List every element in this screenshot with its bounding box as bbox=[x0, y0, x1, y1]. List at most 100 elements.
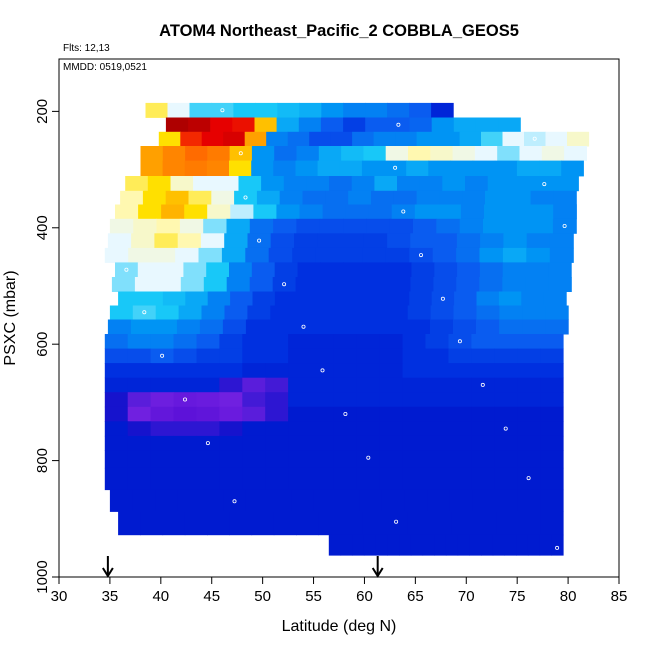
heatmap-cell bbox=[494, 406, 518, 422]
heatmap-cell bbox=[402, 421, 427, 437]
heatmap-cell bbox=[379, 406, 404, 422]
heatmap-cell bbox=[222, 319, 247, 335]
heatmap-cell bbox=[150, 421, 175, 437]
sample-marker bbox=[220, 108, 225, 113]
heatmap-cell bbox=[385, 146, 409, 161]
heatmap-cell bbox=[404, 489, 428, 512]
heatmap-cell bbox=[480, 233, 504, 249]
heatmap-cell bbox=[384, 160, 407, 177]
sample-marker bbox=[142, 310, 147, 315]
heatmap-cell bbox=[340, 534, 353, 556]
heatmap-cell bbox=[419, 176, 443, 192]
heatmap-cell bbox=[459, 131, 482, 147]
heatmap-cell bbox=[449, 489, 473, 512]
heatmap-cell bbox=[387, 233, 411, 249]
heatmap-cell bbox=[317, 160, 341, 177]
heatmap-cell bbox=[333, 334, 358, 349]
heatmap-cell bbox=[211, 102, 234, 118]
heatmap-cell bbox=[438, 131, 461, 147]
heatmap-cell bbox=[494, 421, 518, 437]
heatmap-cell bbox=[160, 262, 184, 278]
heatmap-cell bbox=[330, 131, 353, 147]
heatmap-cell bbox=[219, 406, 243, 422]
heatmap-cell bbox=[196, 421, 220, 437]
heatmap-cell bbox=[387, 277, 412, 292]
heatmap-cell bbox=[448, 421, 472, 437]
heatmap-cell bbox=[288, 348, 312, 364]
heatmap-cell bbox=[198, 247, 223, 263]
sample-marker bbox=[182, 397, 187, 402]
heatmap-cell bbox=[345, 204, 370, 220]
sample-marker bbox=[393, 165, 398, 170]
x-axis: 30 35 40 45 50 55 60 65 70 75 80 85 bbox=[51, 576, 627, 605]
heatmap-cell bbox=[189, 102, 213, 118]
heatmap-cell bbox=[127, 363, 152, 379]
heatmap-cell bbox=[302, 190, 326, 205]
heatmap-cell bbox=[298, 117, 322, 133]
heatmap-cell bbox=[279, 190, 304, 205]
heatmap-cell bbox=[127, 467, 152, 491]
heatmap-cell bbox=[356, 467, 381, 491]
heatmap-cell bbox=[545, 319, 569, 335]
heatmap-cell bbox=[516, 160, 540, 177]
heatmap-cell bbox=[180, 131, 203, 147]
heatmap-cell bbox=[242, 406, 266, 422]
heatmap-cell bbox=[425, 392, 449, 408]
heatmap-cell bbox=[242, 377, 266, 393]
heatmap-cell bbox=[176, 319, 201, 335]
heatmap-cell bbox=[288, 377, 312, 393]
heatmap-cell bbox=[291, 489, 315, 512]
heatmap-cell bbox=[211, 190, 235, 205]
heatmap-cell bbox=[453, 117, 477, 133]
x-tick-label: 60 bbox=[356, 588, 373, 605]
heatmap-cell bbox=[109, 489, 134, 512]
heatmap-cell bbox=[333, 421, 358, 437]
heatmap-cell bbox=[343, 218, 367, 234]
heatmap-cell bbox=[221, 247, 246, 263]
heatmap-cell bbox=[245, 319, 270, 335]
heatmap-cell bbox=[296, 511, 319, 536]
heatmap-cell bbox=[379, 421, 404, 437]
heatmap-cell bbox=[274, 262, 299, 278]
heatmap-cell bbox=[352, 131, 375, 147]
heatmap-cell bbox=[379, 435, 404, 451]
heatmap-cell bbox=[320, 117, 344, 133]
heatmap-cell bbox=[483, 218, 507, 234]
heatmap-cell bbox=[425, 435, 449, 451]
sample-marker bbox=[160, 353, 165, 358]
heatmap-cell bbox=[471, 406, 495, 422]
heatmap-cell bbox=[155, 489, 179, 512]
heatmap-cell bbox=[425, 334, 449, 349]
heatmap-cell bbox=[111, 277, 136, 292]
heatmap-cell bbox=[540, 363, 564, 379]
y-tick-label: 200 bbox=[34, 99, 51, 124]
heatmap-cell bbox=[540, 450, 564, 469]
heatmap-cell bbox=[249, 218, 274, 234]
heatmap-cell bbox=[365, 102, 388, 118]
heatmap-cell bbox=[567, 131, 590, 147]
heatmap-cell bbox=[219, 363, 243, 379]
heatmap-cell bbox=[474, 146, 498, 161]
heatmap-cell bbox=[517, 377, 541, 393]
heatmap-cell bbox=[104, 406, 129, 422]
heatmap-cell bbox=[311, 348, 335, 364]
heatmap-cell bbox=[196, 450, 220, 469]
heatmap-cell bbox=[393, 190, 418, 205]
heatmap-cell bbox=[416, 190, 440, 205]
heatmap-cell bbox=[206, 262, 230, 278]
heatmap-cell bbox=[224, 233, 249, 249]
heatmap-cell bbox=[318, 277, 343, 292]
x-tick-label: 45 bbox=[203, 588, 220, 605]
heatmap-cell bbox=[406, 160, 429, 177]
heatmap-cell bbox=[456, 233, 481, 249]
heatmap-cell bbox=[265, 467, 289, 491]
heatmap-cell bbox=[540, 467, 564, 491]
heatmap-cell bbox=[311, 334, 335, 349]
heatmap-cell bbox=[518, 511, 542, 536]
heatmap-cell bbox=[219, 467, 243, 491]
heatmap-cell bbox=[402, 406, 427, 422]
heatmap-cell bbox=[425, 377, 449, 393]
heatmap-cell bbox=[229, 262, 253, 278]
heatmap-cell bbox=[510, 176, 534, 192]
heatmap-cell bbox=[150, 467, 175, 491]
